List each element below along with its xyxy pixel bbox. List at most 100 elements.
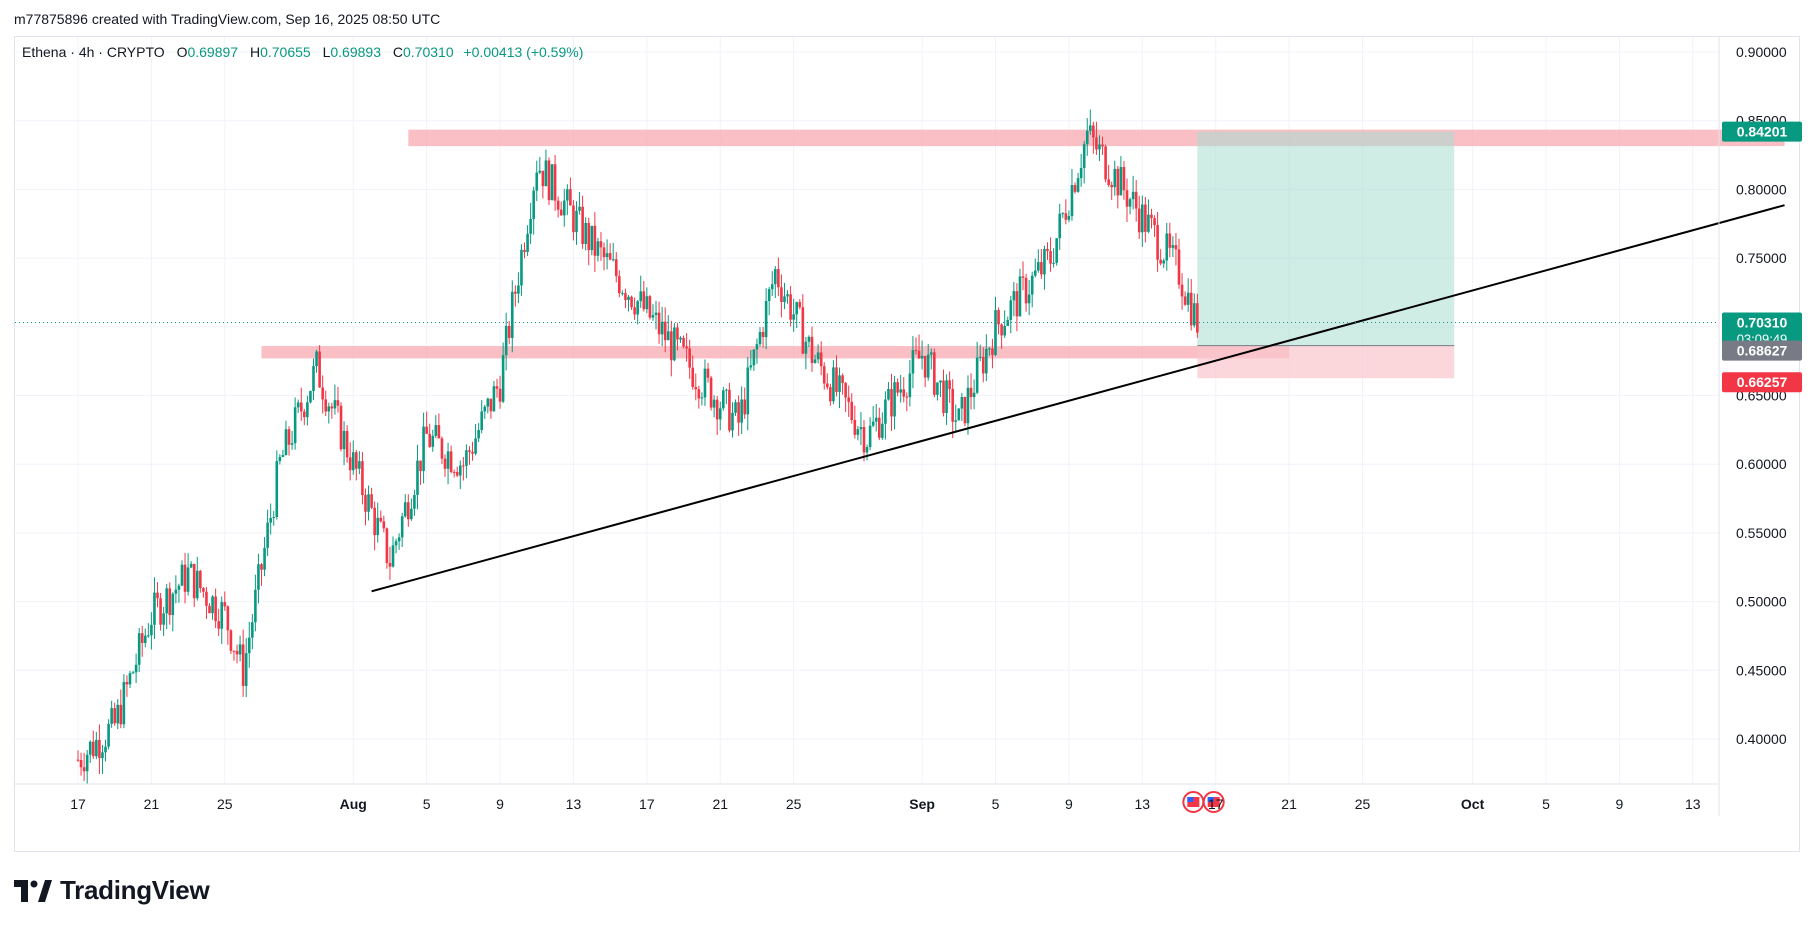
candle-down	[587, 222, 591, 251]
candle-down	[1174, 245, 1178, 250]
candle-down	[1064, 213, 1068, 220]
candle-up	[446, 451, 450, 469]
candle-down	[850, 401, 854, 421]
candle-down	[1104, 146, 1107, 180]
candle-down	[443, 458, 447, 469]
candle-down	[425, 426, 428, 434]
candle-down	[933, 352, 936, 395]
candle-down	[428, 433, 432, 447]
candle-up	[342, 430, 346, 450]
candle-down	[452, 471, 456, 473]
candle-down	[801, 307, 805, 354]
candle-down	[82, 767, 86, 772]
candle-down	[91, 741, 95, 757]
candle-down	[663, 321, 667, 341]
candle-up	[315, 351, 318, 367]
symbol-name[interactable]: Ethena · 4h · CRYPTO	[22, 44, 165, 60]
low-value: 0.69893	[330, 44, 381, 60]
candle-down	[355, 452, 358, 469]
x-tick-label: 5	[992, 796, 1000, 812]
candle-up	[147, 635, 150, 637]
x-tick-label: 5	[423, 796, 431, 812]
candle-up	[1165, 233, 1169, 261]
candle-up	[1131, 191, 1135, 200]
candle-up	[929, 352, 933, 355]
candle-down	[914, 350, 918, 352]
candle-up	[1079, 167, 1083, 179]
candle-up	[526, 233, 529, 253]
candle-up	[410, 508, 413, 520]
x-tick-label: 21	[1281, 796, 1297, 812]
candle-down	[1150, 214, 1153, 219]
brand-footer[interactable]: TradingView	[14, 875, 210, 906]
candle-up	[1027, 294, 1031, 304]
candle-up	[174, 589, 178, 594]
candle-up	[88, 741, 92, 755]
flag-canton	[1187, 797, 1194, 802]
candle-up	[131, 672, 135, 674]
candle-down	[608, 253, 612, 260]
candle-up	[703, 368, 707, 398]
candle-down	[192, 563, 196, 599]
candle-up	[1061, 213, 1065, 215]
candle-up	[238, 644, 242, 655]
x-tick-label: 13	[566, 796, 582, 812]
candle-up	[95, 739, 98, 757]
candle-up	[972, 392, 976, 398]
close-value: 0.70310	[403, 44, 454, 60]
candle-up	[911, 350, 915, 374]
y-tick-label: 0.50000	[1736, 594, 1787, 610]
candle-down	[76, 759, 80, 761]
candle-down	[370, 494, 373, 508]
candle-up	[85, 754, 89, 772]
candle-up	[899, 389, 902, 393]
entry-price-label-bg	[1722, 340, 1802, 361]
x-tick-label: Sep	[909, 796, 935, 812]
candle-up	[1030, 275, 1034, 295]
candle-down	[217, 621, 220, 629]
high-label: H	[249, 44, 261, 60]
candle-up	[434, 425, 438, 436]
candle-up	[994, 310, 997, 355]
candle-down	[728, 389, 731, 431]
candle-down	[489, 398, 493, 412]
candle-down	[942, 380, 945, 414]
x-tick-label: 9	[496, 796, 504, 812]
candle-up	[101, 752, 104, 759]
candle-down	[991, 348, 994, 355]
candle-down	[379, 517, 383, 522]
candle-down	[853, 420, 857, 435]
candle-down	[657, 312, 661, 335]
candle-down	[618, 276, 621, 294]
candle-down	[896, 382, 899, 393]
candle-up	[611, 259, 615, 261]
candle-down	[1110, 184, 1114, 188]
candle-up	[1098, 144, 1101, 150]
candle-up	[755, 344, 759, 350]
candle-up	[1070, 185, 1074, 217]
candle-down	[905, 396, 909, 398]
candle-up	[413, 494, 416, 509]
candle-up	[881, 423, 884, 438]
candle-up	[309, 391, 312, 403]
candle-up	[639, 291, 643, 302]
x-tick-label: 17	[70, 796, 86, 812]
candle-up	[458, 465, 462, 476]
candle-down	[336, 400, 340, 406]
candle-down	[951, 388, 954, 422]
candle-down	[1159, 259, 1162, 264]
candle-down	[777, 269, 780, 288]
candle-up	[660, 321, 664, 335]
candle-up	[110, 708, 113, 724]
candle-down	[462, 465, 465, 467]
candle-up	[725, 389, 728, 391]
position-profit-area	[1197, 131, 1455, 346]
candle-down	[303, 411, 306, 418]
candle-down	[642, 291, 646, 310]
candle-down	[737, 402, 740, 423]
candle-up	[654, 312, 658, 316]
candle-down	[1189, 292, 1193, 326]
candle-up	[651, 315, 655, 318]
candle-up	[520, 249, 523, 286]
